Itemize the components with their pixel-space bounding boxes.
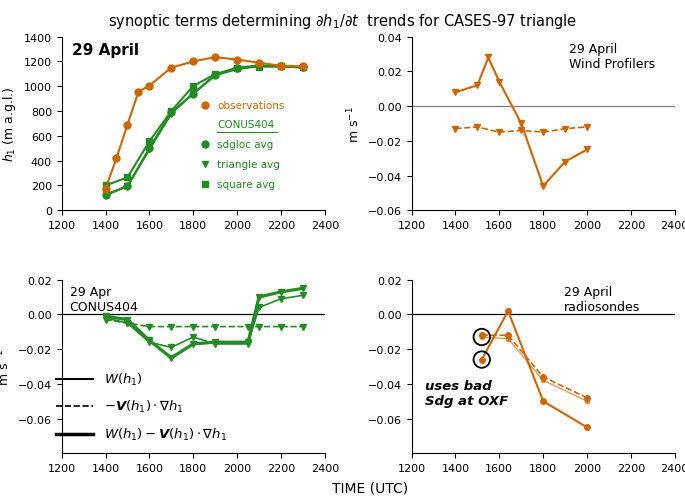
- Text: synoptic terms determining $\partial h_1/\partial t$  trends for CASES-97 triang: synoptic terms determining $\partial h_1…: [108, 12, 577, 31]
- Text: square avg: square avg: [217, 179, 275, 189]
- Text: sdgloc avg: sdgloc avg: [217, 140, 273, 150]
- Text: 29 Apr
CONUS404: 29 Apr CONUS404: [70, 286, 138, 313]
- Text: $-\boldsymbol{V}(h_1)\cdot\nabla h_1$: $-\boldsymbol{V}(h_1)\cdot\nabla h_1$: [103, 399, 184, 415]
- Text: triangle avg: triangle avg: [217, 160, 279, 170]
- Text: 29 April
Wind Profilers: 29 April Wind Profilers: [569, 43, 656, 71]
- Text: 29 April
radiosondes: 29 April radiosondes: [564, 286, 640, 313]
- Text: CONUS404: CONUS404: [217, 120, 274, 130]
- Y-axis label: $h_1$ (m a.g.l.): $h_1$ (m a.g.l.): [1, 87, 18, 162]
- Text: 29 April: 29 April: [72, 43, 139, 58]
- Y-axis label: m s$^{-1}$: m s$^{-1}$: [0, 348, 12, 385]
- Text: TIME (UTC): TIME (UTC): [332, 481, 408, 495]
- Y-axis label: m s$^{-1}$: m s$^{-1}$: [346, 106, 362, 143]
- Text: uses bad
Sdg at OXF: uses bad Sdg at OXF: [425, 379, 508, 407]
- Text: $W(h_1)-\boldsymbol{V}(h_1)\cdot\nabla h_1$: $W(h_1)-\boldsymbol{V}(h_1)\cdot\nabla h…: [103, 426, 227, 442]
- Text: observations: observations: [217, 101, 284, 111]
- Text: $W(h_1)$: $W(h_1)$: [103, 371, 142, 387]
